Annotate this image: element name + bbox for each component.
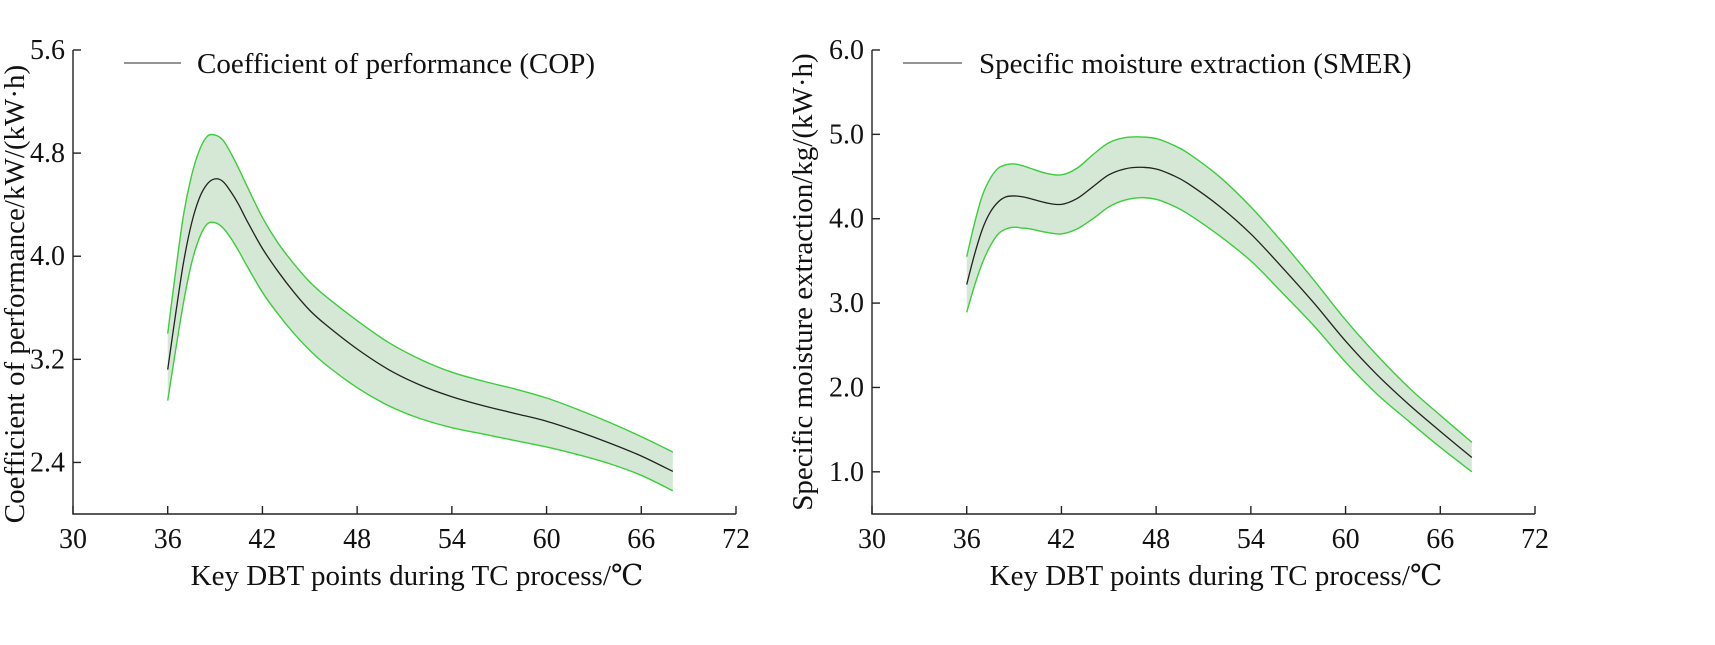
- cop-confidence-band: [167, 134, 673, 491]
- smer-x-tick-label: 30: [858, 524, 886, 555]
- smer-y-tick-label: 6.0: [829, 35, 864, 66]
- smer-y-tick-label: 2.0: [829, 372, 864, 403]
- cop-y-tick-label: 2.4: [30, 447, 65, 478]
- smer-x-axis-title: Key DBT points during TC process/℃: [990, 560, 1443, 592]
- smer-x-tick-label: 42: [1047, 524, 1075, 555]
- cop-x-ticks: 30 36 42 48 54 60 66 72: [59, 506, 750, 555]
- cop-line-group: [167, 178, 674, 473]
- smer-legend: Specific moisture extraction (SMER): [903, 48, 1411, 80]
- smer-y-tick-label: 5.0: [829, 119, 864, 150]
- cop-x-tick-label: 42: [248, 524, 276, 555]
- smer-band-upper-edge: [966, 136, 1473, 443]
- smer-x-tick-label: 54: [1237, 524, 1265, 555]
- cop-x-tick-label: 54: [438, 524, 466, 555]
- cop-legend: Coefficient of performance (COP): [124, 48, 595, 80]
- cop-x-axis-title: Key DBT points during TC process/℃: [191, 560, 644, 592]
- cop-y-tick-label: 5.6: [30, 35, 65, 66]
- cop-band-upper-edge: [167, 133, 674, 453]
- cop-y-tick-label: 3.2: [30, 344, 65, 375]
- cop-x-tick-label: 60: [533, 524, 561, 555]
- cop-y-tick-label: 4.8: [30, 138, 65, 169]
- cop-legend-label: Coefficient of performance (COP): [197, 48, 595, 80]
- cop-band-lower-edge: [167, 221, 674, 492]
- smer-x-tick-label: 36: [953, 524, 981, 555]
- smer-x-tick-label: 66: [1426, 524, 1454, 555]
- smer-chart: 30 36 42 48 54 60 66 72 1.0 2.0 3.0 4.0 5.0 6.0 Key …: [787, 35, 1549, 592]
- smer-x-tick-label: 72: [1521, 524, 1549, 555]
- smer-confidence-band: [966, 136, 1472, 472]
- cop-chart: 30 36 42 48 54 60 66 72 2.4 3.2 4.0 4.8 5.6 Key DBT…: [0, 35, 750, 592]
- smer-line-group: [966, 166, 1473, 458]
- smer-y-tick-label: 3.0: [829, 288, 864, 319]
- cop-x-tick-label: 48: [343, 524, 371, 555]
- smer-y-axis-title: Specific moisture extraction/kg/(kW·h): [787, 53, 819, 510]
- smer-y-tick-label: 4.0: [829, 204, 864, 235]
- smer-x-ticks: 30 36 42 48 54 60 66 72: [858, 506, 1549, 555]
- smer-y-ticks: 1.0 2.0 3.0 4.0 5.0 6.0: [829, 35, 880, 488]
- cop-y-axis-title: Coefficient of performance/kW/(kW·h): [0, 65, 31, 523]
- cop-x-tick-label: 66: [627, 524, 655, 555]
- smer-confidence-band-group: [966, 136, 1473, 473]
- smer-x-tick-label: 48: [1142, 524, 1170, 555]
- smer-legend-label: Specific moisture extraction (SMER): [979, 48, 1411, 80]
- cop-x-tick-label: 72: [722, 524, 750, 555]
- cop-x-tick-label: 30: [59, 524, 87, 555]
- cop-y-tick-label: 4.0: [30, 241, 65, 272]
- smer-x-tick-label: 60: [1332, 524, 1360, 555]
- cop-y-ticks: 2.4 3.2 4.0 4.8 5.6: [30, 35, 81, 478]
- cop-mean-line: [167, 178, 674, 473]
- cop-x-tick-label: 36: [154, 524, 182, 555]
- smer-mean-line: [966, 166, 1473, 458]
- smer-band-lower-edge: [966, 196, 1473, 473]
- smer-y-tick-label: 1.0: [829, 457, 864, 488]
- cop-confidence-band-group: [167, 133, 674, 492]
